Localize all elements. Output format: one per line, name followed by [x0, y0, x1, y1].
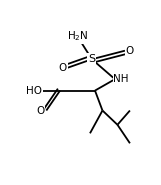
Text: O: O	[58, 63, 67, 73]
Text: HO: HO	[26, 86, 42, 96]
Text: O: O	[36, 105, 44, 115]
Text: S: S	[88, 54, 95, 64]
Text: NH: NH	[114, 74, 129, 84]
Text: O: O	[126, 46, 134, 56]
Text: H$_2$N: H$_2$N	[67, 30, 88, 43]
